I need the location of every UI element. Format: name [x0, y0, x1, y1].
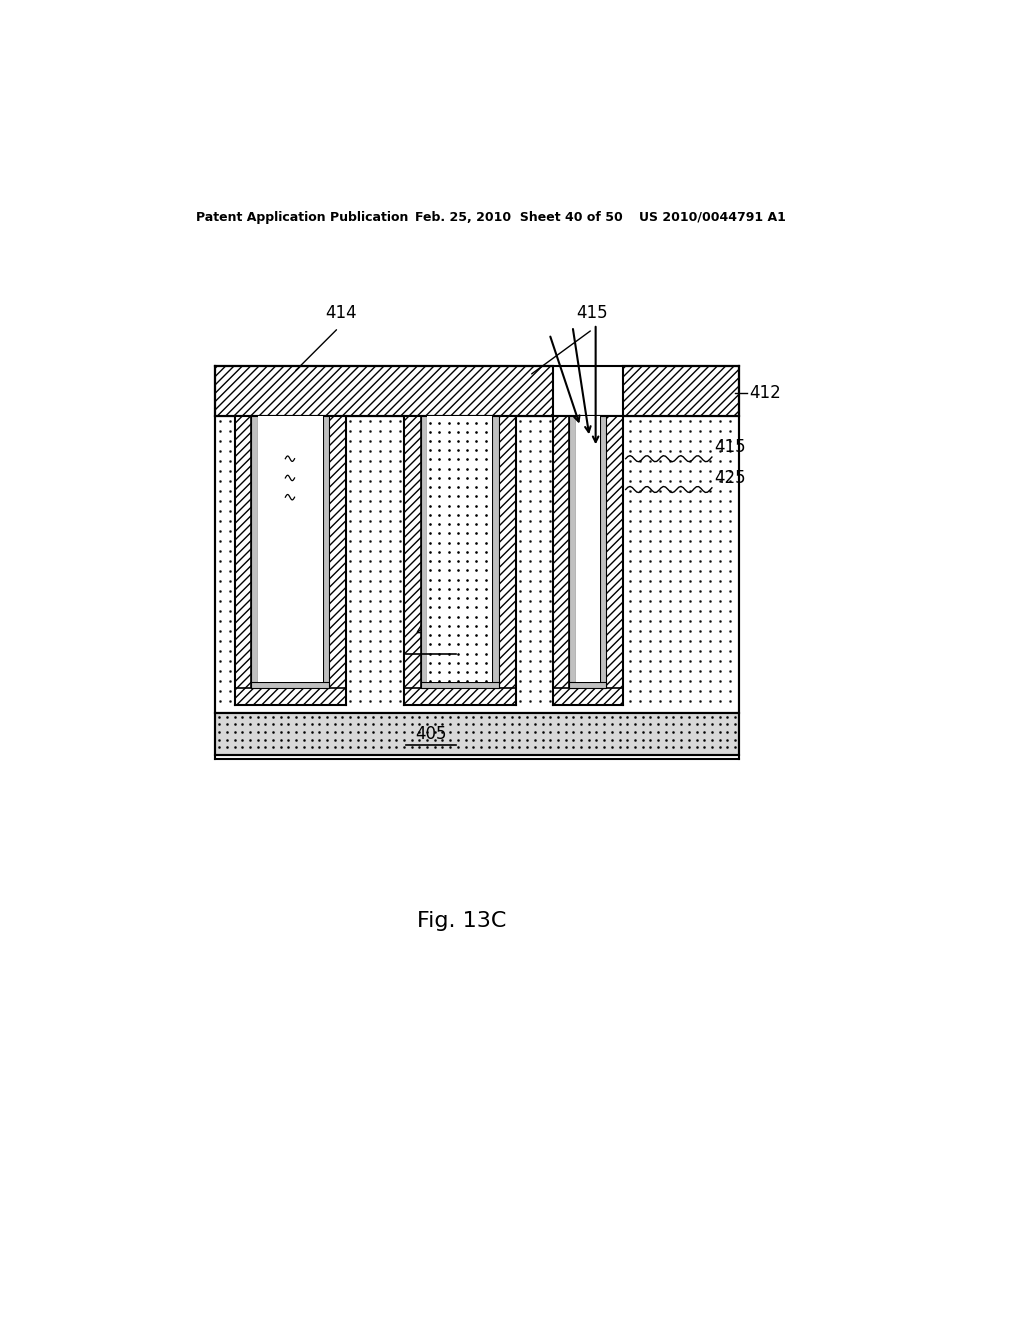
Bar [323, 416, 330, 688]
Text: 412: 412 [749, 384, 780, 403]
Bar [575, 416, 600, 682]
Text: 410: 410 [415, 622, 446, 640]
Text: 415: 415 [577, 305, 608, 322]
Bar [606, 416, 624, 705]
Text: 425: 425 [714, 469, 745, 487]
Bar [624, 367, 739, 416]
Text: 415: 415 [714, 438, 745, 457]
Bar [600, 416, 606, 688]
Text: Feb. 25, 2010  Sheet 40 of 50: Feb. 25, 2010 Sheet 40 of 50 [416, 211, 624, 224]
Bar [403, 688, 515, 705]
Bar [499, 416, 515, 705]
Bar [252, 682, 330, 688]
Bar [258, 416, 323, 682]
Text: US 2010/0044791 A1: US 2010/0044791 A1 [639, 211, 785, 224]
Bar [421, 682, 499, 688]
Text: 405: 405 [415, 726, 446, 743]
Text: 414: 414 [326, 304, 357, 322]
Bar [330, 416, 346, 705]
Bar [493, 416, 499, 688]
Bar [234, 688, 346, 705]
Bar [234, 416, 252, 705]
Bar [403, 416, 421, 705]
Bar [252, 416, 258, 688]
Text: Fig. 13C: Fig. 13C [417, 911, 506, 931]
Bar [215, 367, 553, 416]
Bar [421, 416, 427, 688]
Bar [569, 416, 575, 688]
Bar [427, 416, 493, 682]
Bar [553, 688, 624, 705]
Bar [553, 416, 569, 705]
Bar [569, 682, 606, 688]
Text: Patent Application Publication: Patent Application Publication [196, 211, 409, 224]
Bar [215, 416, 739, 713]
Bar [215, 713, 739, 755]
